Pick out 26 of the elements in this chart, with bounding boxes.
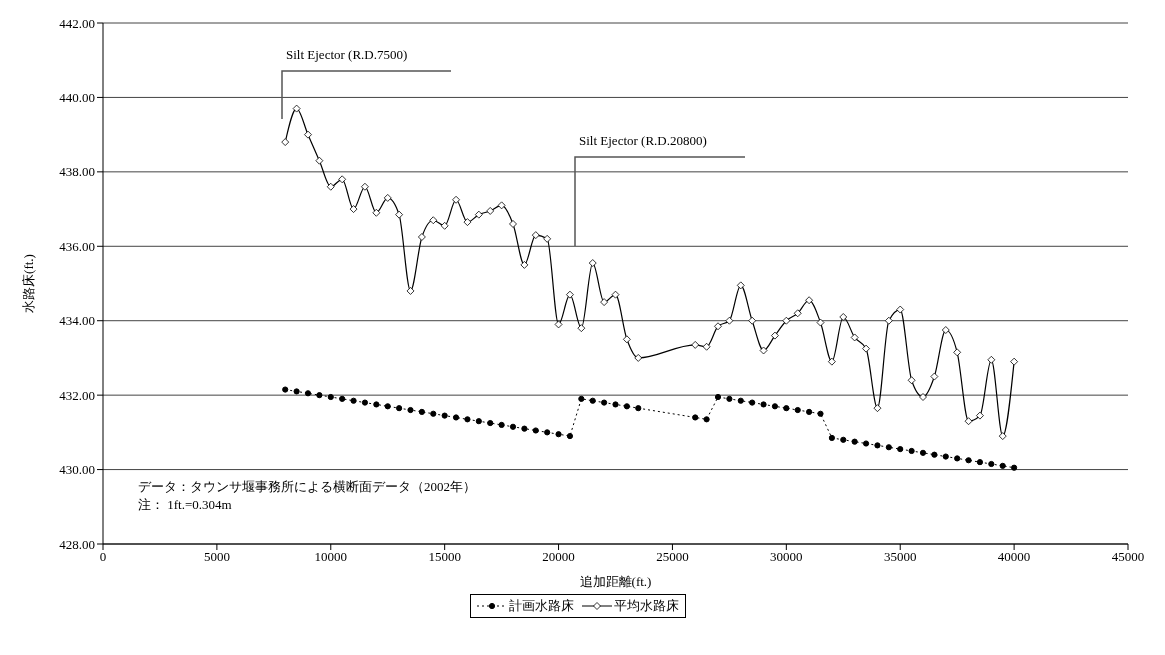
x-tick-label: 25000 <box>656 549 689 565</box>
legend-label: 計画水路床 <box>509 597 574 615</box>
x-axis-title: 追加距離(ft.) <box>579 574 652 589</box>
y-tick-label: 436.00 <box>59 238 95 254</box>
y-tick-label: 438.00 <box>59 164 95 180</box>
x-tick-label: 10000 <box>314 549 348 565</box>
annotation: Silt Ejector (R.D.20800) <box>579 133 707 149</box>
legend-label: 平均水路床 <box>614 597 679 615</box>
y-tick-label: 442.00 <box>59 15 95 31</box>
annotation: データ：タウンサ堰事務所による横断面データ（2002年） <box>138 478 476 496</box>
x-tick-label: 40000 <box>997 549 1031 565</box>
x-tick-label: 30000 <box>770 549 803 565</box>
annotation: Silt Ejector (R.D.7500) <box>286 47 408 63</box>
y-tick-label: 440.00 <box>59 90 95 106</box>
y-tick-label: 428.00 <box>59 536 95 552</box>
x-tick-label: 5000 <box>203 549 230 565</box>
x-tick-label: 0 <box>99 549 107 565</box>
x-tick-label: 15000 <box>428 549 461 565</box>
annotation: 注： 1ft.=0.304m <box>138 496 233 514</box>
y-tick-label: 430.00 <box>59 462 95 478</box>
x-tick-label: 35000 <box>883 549 917 565</box>
x-tick-label: 45000 <box>1111 549 1145 565</box>
y-axis-title: 水路床(ft.) <box>20 254 36 313</box>
y-tick-label: 432.00 <box>59 387 95 403</box>
x-tick-label: 20000 <box>542 549 575 565</box>
y-tick-label: 434.00 <box>59 313 95 329</box>
